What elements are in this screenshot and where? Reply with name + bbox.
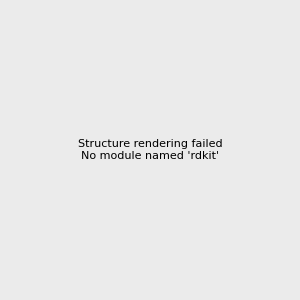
Text: Structure rendering failed
No module named 'rdkit': Structure rendering failed No module nam… [78, 139, 222, 161]
